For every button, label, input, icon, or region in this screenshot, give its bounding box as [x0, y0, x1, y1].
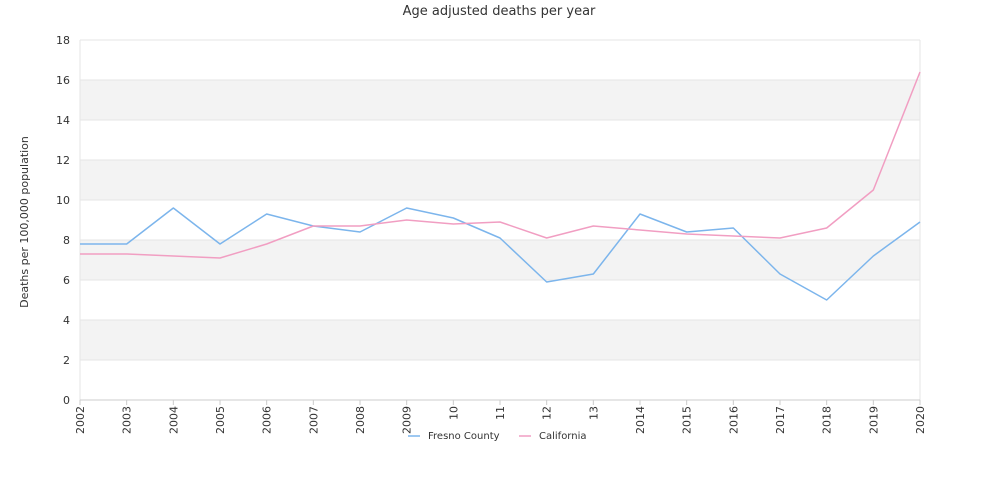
grid-band	[80, 320, 920, 360]
x-tick-label: 10	[447, 406, 460, 420]
series-line-fresno-county[interactable]	[80, 207, 921, 301]
grid-band	[80, 80, 920, 120]
grid-band	[80, 240, 920, 280]
y-tick-label: 2	[63, 354, 70, 367]
y-tick-label: 14	[56, 114, 70, 127]
x-tick-label: 2020	[914, 406, 927, 434]
y-tick-label: 8	[63, 234, 70, 247]
x-tick-label: 2007	[307, 406, 320, 434]
x-tick-label: 2017	[774, 406, 787, 434]
x-tick-label: 2006	[261, 406, 274, 434]
y-axis-title: Deaths per 100,000 population	[18, 136, 31, 308]
x-tick-label: 2005	[214, 406, 227, 434]
x-tick-label: 12	[541, 406, 554, 420]
series-lines	[80, 71, 921, 301]
legend-label: California	[539, 431, 587, 442]
x-tick-label: 2002	[74, 406, 87, 434]
x-tick-label: 2004	[167, 406, 180, 434]
legend-label: Fresno County	[428, 431, 500, 442]
grid-bands	[80, 80, 920, 360]
x-axis-ticks: 2002 2003 2004 2005 2006 2007 2008 2009 10 11 12 13…	[74, 400, 927, 434]
grid-band	[80, 160, 920, 200]
y-tick-label: 18	[56, 34, 70, 47]
x-tick-label: 11	[494, 406, 507, 420]
y-tick-label: 6	[63, 274, 70, 287]
x-tick-label: 2003	[121, 406, 134, 434]
y-tick-label: 0	[63, 394, 70, 407]
x-tick-label: 2019	[867, 406, 880, 434]
x-tick-label: 13	[587, 406, 600, 420]
x-tick-label: 2018	[821, 406, 834, 434]
y-tick-label: 16	[56, 74, 70, 87]
y-tick-label: 4	[63, 314, 70, 327]
legend-item-fresno-county[interactable]: Fresno County	[408, 431, 500, 442]
y-axis-ticks: 0 2 4 6 8 10 12 14 16 18	[56, 34, 70, 407]
x-tick-label: 2009	[401, 406, 414, 434]
x-tick-label: 2008	[354, 406, 367, 434]
x-tick-label: 2015	[681, 406, 694, 434]
x-tick-label: 2014	[634, 406, 647, 434]
y-tick-label: 10	[56, 194, 70, 207]
y-tick-label: 12	[56, 154, 70, 167]
legend[interactable]: Fresno County California	[408, 431, 587, 442]
series-line-california[interactable]	[80, 71, 921, 259]
chart-title: Age adjusted deaths per year	[403, 4, 596, 19]
x-tick-label: 2016	[727, 406, 740, 434]
legend-item-california[interactable]: California	[519, 431, 587, 442]
